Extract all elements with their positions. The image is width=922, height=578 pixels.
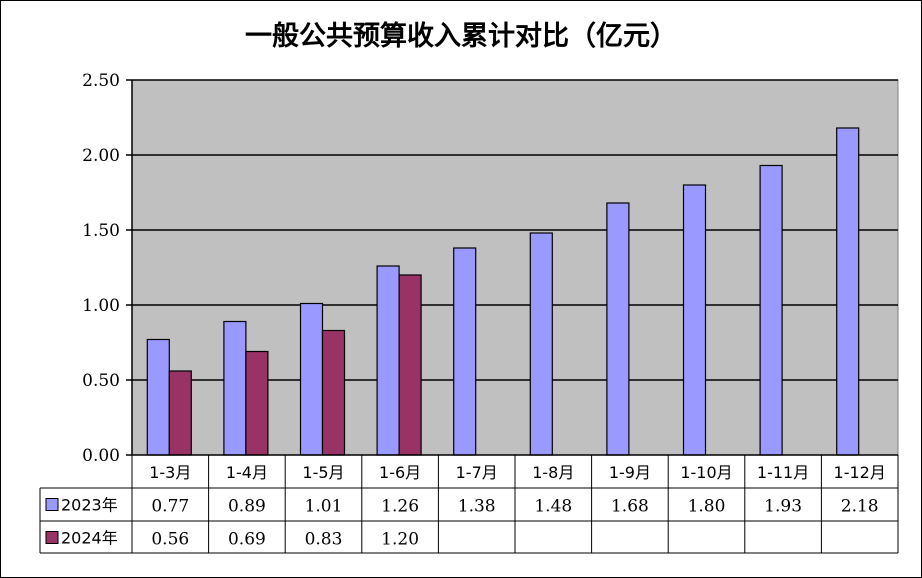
bar-series1-0 bbox=[146, 338, 170, 456]
data-value-label: 1.93 bbox=[764, 497, 802, 517]
bar-series1-5 bbox=[529, 232, 553, 456]
data-value-label: 0.83 bbox=[305, 530, 343, 550]
legend-key bbox=[45, 531, 59, 544]
y-tick-label: 2.50 bbox=[82, 71, 120, 91]
data-value-label: 1.48 bbox=[534, 497, 572, 517]
x-category-label: 1-6月 bbox=[379, 463, 421, 482]
x-category-label: 1-10月 bbox=[680, 463, 732, 482]
bar-series1-2 bbox=[299, 302, 324, 456]
x-category-label: 1-11月 bbox=[757, 463, 809, 482]
x-category-label: 1-3月 bbox=[149, 463, 191, 482]
bar-series1-4 bbox=[453, 247, 477, 456]
legend-key bbox=[45, 498, 59, 511]
data-value-label: 1.20 bbox=[381, 530, 419, 550]
y-tick-label: 0.50 bbox=[82, 371, 120, 391]
data-value-label: 1.01 bbox=[305, 497, 343, 517]
data-value-label: 2.18 bbox=[841, 497, 879, 517]
bar-series1-6 bbox=[606, 202, 630, 456]
x-category-label: 1-7月 bbox=[456, 463, 498, 482]
data-value-label: 0.69 bbox=[228, 530, 266, 550]
data-value-label: 1.80 bbox=[688, 497, 726, 517]
bar-series2-1 bbox=[245, 350, 269, 456]
y-tick-label: 2.00 bbox=[82, 146, 120, 166]
x-category-label: 1-8月 bbox=[532, 463, 574, 482]
data-value-label: 0.77 bbox=[151, 497, 189, 517]
chart-title: 一般公共预算收入累计对比（亿元） bbox=[245, 21, 677, 52]
legend-label: 2023年 bbox=[61, 496, 118, 515]
data-value-label: 0.56 bbox=[151, 530, 189, 550]
bar-series1-7 bbox=[682, 184, 707, 456]
bar-series2-0 bbox=[168, 370, 192, 456]
y-tick-label: 0.00 bbox=[82, 446, 120, 466]
data-value-label: 1.26 bbox=[381, 497, 419, 517]
bar-series2-2 bbox=[321, 329, 346, 456]
data-value-label: 0.89 bbox=[228, 497, 266, 517]
legend-label: 2024年 bbox=[61, 529, 118, 548]
x-category-label: 1-9月 bbox=[609, 463, 651, 482]
bar-series2-3 bbox=[398, 274, 422, 456]
y-tick-label: 1.00 bbox=[82, 296, 120, 316]
bar-series1-1 bbox=[223, 320, 247, 456]
data-value-label: 1.68 bbox=[611, 497, 649, 517]
bar-series1-9 bbox=[836, 127, 860, 456]
data-value-label: 1.38 bbox=[458, 497, 496, 517]
bar-series1-8 bbox=[759, 164, 783, 456]
bar-series1-3 bbox=[376, 265, 400, 456]
x-category-label: 1-5月 bbox=[302, 463, 344, 482]
y-tick-label: 1.50 bbox=[82, 221, 120, 241]
x-category-label: 1-12月 bbox=[834, 463, 886, 482]
x-category-label: 1-4月 bbox=[226, 463, 268, 482]
